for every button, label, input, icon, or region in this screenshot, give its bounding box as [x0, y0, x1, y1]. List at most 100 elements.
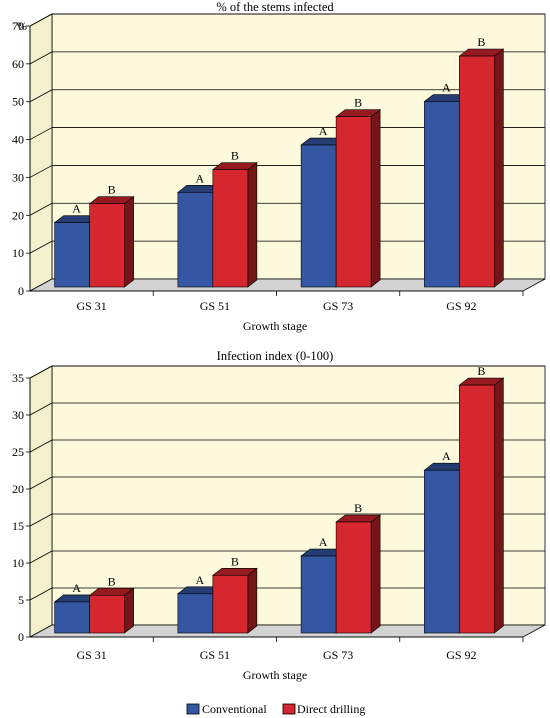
y-tick-label: 0 — [18, 284, 24, 298]
bar-data-label: A — [442, 81, 451, 95]
gridline-side — [29, 365, 53, 379]
x-tick-label: GS 31 — [76, 299, 106, 313]
bar-front-face — [89, 203, 125, 288]
bar-side-face — [370, 514, 381, 634]
bar-side-face — [124, 587, 134, 634]
gridline-side — [29, 51, 53, 65]
y-tick-label: 5 — [18, 593, 24, 607]
gridline-side — [29, 550, 53, 564]
gridline-side — [29, 513, 53, 527]
bar-data-label: A — [72, 202, 81, 216]
y-tick-label: 50 — [12, 95, 24, 109]
bar-front-face — [212, 574, 249, 634]
y-tick-label: 0 — [18, 630, 24, 644]
bar-direct-drilling — [88, 196, 135, 288]
x-tick-label: GS 73 — [323, 648, 353, 662]
y-tick-label: 10 — [12, 556, 24, 570]
legend-label-conventional: Conventional — [202, 702, 267, 716]
x-tick-label: GS 92 — [446, 299, 476, 313]
x-tick-label: GS 51 — [200, 648, 230, 662]
x-tick-label: GS 51 — [200, 299, 230, 313]
legend: Conventional Direct drilling — [186, 702, 365, 716]
gridline-side — [29, 439, 53, 453]
gridline-side — [29, 13, 53, 27]
y-tick-label: 40 — [12, 133, 24, 147]
bar-direct-drilling — [212, 567, 258, 634]
chart-2: 0 5 10 15 20 25 30 35 GS 31 A B GS 51 A B GS 73 A B GS 92… — [12, 364, 546, 662]
gridline-side — [29, 476, 53, 490]
bar-data-label: A — [319, 535, 328, 549]
bar-data-label: B — [231, 554, 239, 568]
plot-side-wall — [29, 13, 53, 292]
bar-data-label: B — [477, 364, 485, 378]
bar-data-label: A — [72, 581, 81, 595]
x-tick-label: GS 31 — [76, 648, 106, 662]
legend-label-direct-drilling: Direct drilling — [297, 702, 365, 716]
chart-1-y-unit: % — [17, 19, 27, 33]
bar-direct-drilling — [212, 162, 258, 288]
x-tick-label: GS 73 — [323, 299, 353, 313]
bar-front-face — [177, 593, 214, 634]
bar-side-face — [370, 109, 381, 288]
legend-swatch-conventional — [186, 703, 200, 715]
bar-front-face — [54, 222, 90, 288]
bar-data-label: B — [354, 501, 362, 515]
gridline-side — [29, 402, 53, 416]
gridline-side — [29, 202, 53, 216]
y-tick-label: 10 — [12, 246, 24, 260]
bar-data-label: B — [108, 183, 116, 197]
bar-front-face — [459, 55, 495, 288]
y-tick-label: 25 — [12, 445, 24, 459]
bar-direct-drilling — [335, 109, 381, 288]
bar-data-label: A — [196, 171, 205, 185]
y-tick-label: 30 — [12, 170, 24, 184]
bar-data-label: A — [319, 124, 328, 138]
bar-data-label: B — [477, 35, 485, 49]
bar-front-face — [424, 469, 460, 634]
chart-1: 0 10 20 30 40 50 60 70 GS 31 A B GS 51 A B GS 73 A B GS 9… — [12, 13, 546, 313]
gridline-side — [29, 127, 53, 140]
bar-front-face — [300, 555, 337, 634]
bar-front-face — [335, 521, 372, 634]
bar-front-face — [459, 384, 495, 634]
bar-front-face — [89, 594, 125, 634]
y-tick-label: 70 — [12, 19, 24, 33]
bar-front-face — [54, 601, 90, 634]
chart-2-title: Infection index (0-100) — [217, 349, 334, 363]
gridline-side — [29, 240, 53, 254]
bar-direct-drilling — [335, 514, 381, 634]
chart-2-x-axis-label: Growth stage — [243, 668, 307, 682]
y-tick-label: 35 — [12, 371, 24, 385]
y-tick-label: 15 — [12, 519, 24, 533]
y-tick-label: 20 — [12, 482, 24, 496]
bar-data-label: B — [231, 149, 239, 163]
bar-front-face — [212, 169, 249, 288]
gridline-side — [29, 89, 53, 103]
y-tick-label: 30 — [12, 408, 24, 422]
bar-data-label: A — [442, 449, 451, 463]
plot-side-wall — [29, 365, 53, 638]
bar-data-label: B — [108, 574, 116, 588]
bar-side-face — [494, 48, 504, 288]
bar-side-face — [247, 162, 258, 288]
y-tick-label: 60 — [12, 57, 24, 71]
y-tick-label: 20 — [12, 208, 24, 222]
bar-front-face — [300, 144, 337, 288]
bar-direct-drilling — [458, 48, 505, 288]
bar-direct-drilling — [458, 377, 505, 634]
bar-side-face — [124, 196, 134, 288]
bar-data-label: B — [354, 96, 362, 110]
gridline-side — [29, 165, 53, 178]
bar-data-label: A — [196, 573, 205, 587]
x-tick-label: GS 92 — [446, 648, 476, 662]
bar-side-face — [494, 377, 504, 634]
bar-front-face — [177, 192, 214, 288]
gridline-side — [29, 587, 53, 601]
legend-swatch-direct-drilling — [282, 703, 296, 715]
chart-1-x-axis-label: Growth stage — [243, 319, 307, 333]
bar-side-face — [247, 567, 258, 634]
chart-1-title: % of the stems infected — [216, 0, 334, 14]
bar-direct-drilling — [88, 587, 135, 634]
bar-front-face — [424, 101, 460, 288]
